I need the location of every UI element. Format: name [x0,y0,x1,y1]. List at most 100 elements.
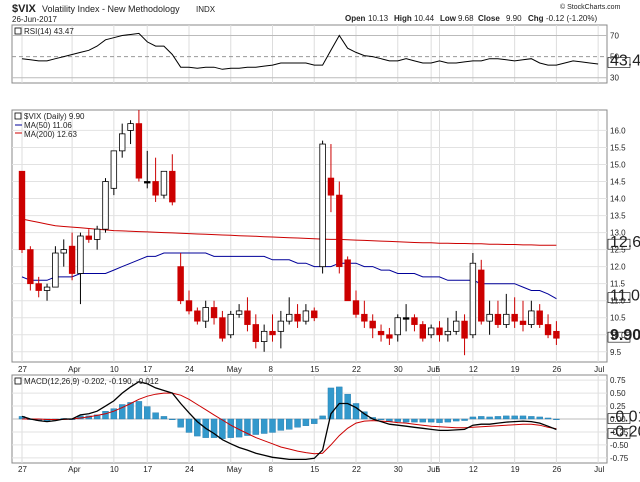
macd-legend: MACD(12,26,9) -0.202, -0.190, -0.012 [14,377,159,386]
macd-histogram-bar [319,415,326,420]
open-label: Open [345,14,366,23]
price-x-tick-label: 26 [552,365,561,374]
candle-body [185,300,193,312]
candle-body [411,317,418,325]
macd-layer: -0.012-0.202 [18,381,640,461]
macd-histogram-bar [294,418,301,428]
price-y-tick-label: 12.5 [610,246,626,255]
candle-body [52,252,59,288]
rsi-panel [11,24,608,84]
price-y-tick-label: 11.5 [610,280,626,289]
price-y-tick-label: 10.5 [610,314,626,323]
candle-body [319,143,326,268]
candle-body [210,307,218,319]
macd-histogram-bar [102,411,109,420]
macd-legend-text: MACD(12,26,9) -0.202, -0.190, -0.012 [24,377,159,386]
candle-body [177,266,184,302]
macd-histogram-bar [327,387,335,420]
rsi-last-value: 43.47 [610,53,640,70]
macd-y-tick-label: 0.25 [610,402,626,411]
candle-body [394,317,401,336]
price-y-tick-label: 10.0 [610,331,626,340]
candle-body [152,181,159,196]
price-x-tick-label: May [227,365,242,374]
candle-body [219,317,226,339]
macd-x-tick-label: 19 [511,465,520,474]
macd-x-tick-label: 30 [394,465,403,474]
candle-body [336,194,343,268]
candle-body [361,313,368,322]
open-value: 10.13 [368,14,389,23]
macd-y-tick-label: 0.50 [610,389,626,398]
rsi-layer: 43.47 [21,32,640,70]
candle-body [544,324,552,336]
macd-y-tick-label: -0.25 [610,428,629,437]
macd-histogram-bar [553,418,560,421]
low-value: 9.68 [458,14,474,23]
candle-body [402,317,410,320]
macd-histogram-bar [486,416,493,420]
macd-x-tick-label: Apr [68,465,81,474]
candle-body [519,320,527,325]
price-x-tick-label: 17 [143,365,152,374]
macd-histogram-bar [436,418,443,423]
macd-x-tick-label: 24 [185,465,194,474]
macd-last-value-box [607,428,631,439]
price-x-tick-label: 12 [469,365,478,374]
macd-histogram-bar [411,418,418,423]
macd-histogram-bar [194,418,201,437]
close-value: 9.90 [506,14,522,23]
candle-body [511,313,518,322]
candle-body [77,235,84,274]
price-x-tick-label: 15 [310,365,319,374]
candle-body [419,324,426,339]
high-label: High [394,14,412,23]
macd-x-tick-label: 8 [269,465,274,474]
macd-hist-last-value-box [607,413,631,424]
rsi-line [21,32,599,70]
ma50-line [21,252,557,300]
candle-body [102,181,109,230]
candle-body [444,330,452,336]
rsi-y-tick-label: 30 [610,74,619,83]
price-legend: $VIX (Daily) 9.90 MA(50) 11.06 MA(200) 1… [14,112,85,139]
candle-body [194,310,201,322]
chg-value: -0.12 (-1.20%) [546,14,597,23]
macd-histogram-bar [478,416,485,420]
axis-labels: 27 27 Apr Apr 10 10 17 17 24 24 May May 8 8 15 15 22 22 30… [18,32,629,474]
macd-histogram-bar [93,414,101,420]
macd-x-tick-label: Jul [594,465,604,474]
ma200-last-value: 12.63 [610,234,640,251]
candle-body [202,307,209,322]
price-legend-swatch [14,112,22,120]
ma50-last-value: 11.06 [610,288,640,305]
macd-histogram-bar [277,418,285,431]
macd-histogram-bar [227,418,234,438]
candle-body [386,334,393,339]
ma50-last-value-box [607,292,631,303]
candle-body [127,123,134,131]
macd-x-tick-label: May [227,465,242,474]
macd-histogram-bar [135,401,143,420]
ohlc-summary: Open 10.13 High 10.44 Low 9.68 Close 9.9… [345,14,597,23]
rsi-y-tick-label: 70 [610,32,619,41]
candle-body [352,300,360,315]
rsi-legend-swatch [14,27,22,35]
macd-histogram-bar [177,418,184,428]
macd-histogram-bar [160,416,168,420]
macd-histogram-bar [152,412,159,420]
candle-body [294,313,301,322]
price-y-tick-label: 15.0 [610,160,626,169]
macd-histogram-bar [536,416,543,420]
rsi-legend: RSI(14) 43.47 [14,27,74,36]
price-x-tick-label: 24 [185,365,194,374]
price-y-tick-label: 9.5 [610,348,622,357]
candle-body [486,313,493,322]
candle-body [536,310,543,325]
macd-histogram-bar [427,418,435,423]
macd-histogram-bar [469,416,477,420]
candle-body [452,320,460,332]
candle-body [244,310,251,325]
candle-body [503,313,510,325]
macd-histogram-bar [352,403,360,420]
